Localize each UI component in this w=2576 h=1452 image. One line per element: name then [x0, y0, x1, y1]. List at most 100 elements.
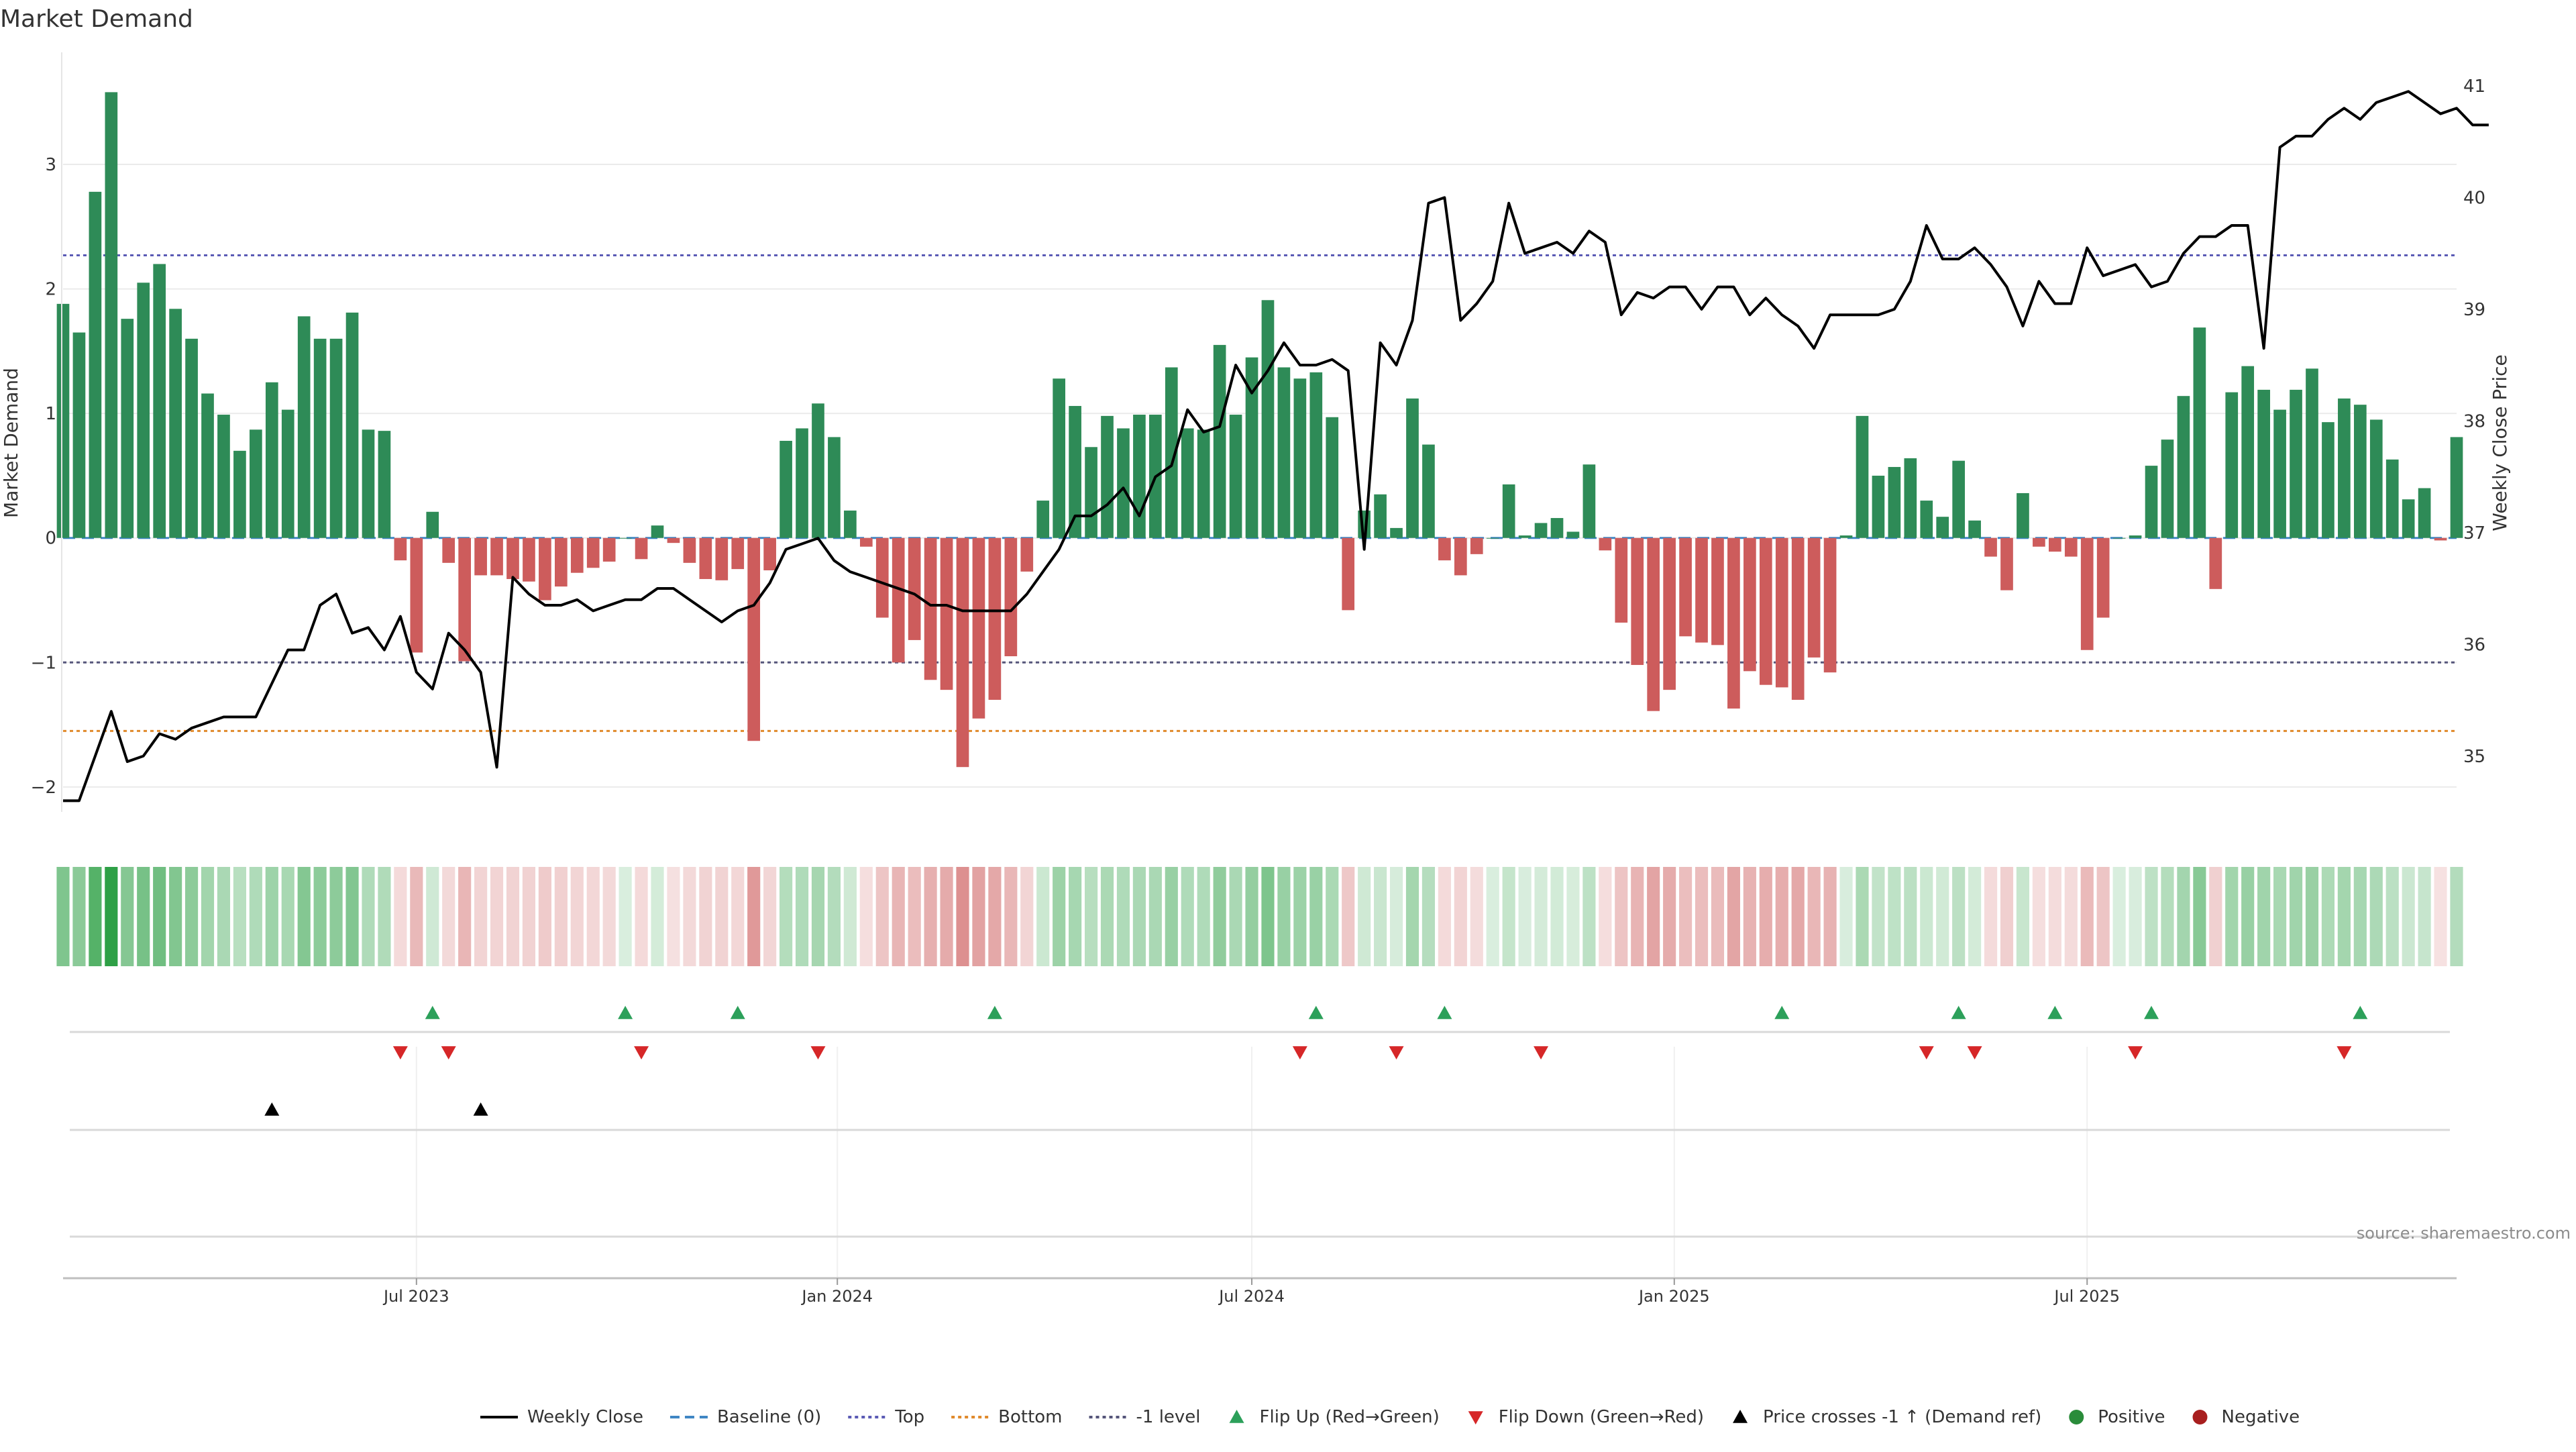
- demand-bar: [2161, 439, 2174, 538]
- heat-cell: [2273, 867, 2287, 966]
- demand-bar: [570, 537, 584, 573]
- heat-cell: [2048, 867, 2061, 966]
- demand-bar: [137, 282, 150, 538]
- heat-cell: [1631, 867, 1644, 966]
- heat-cell: [2000, 867, 2014, 966]
- heat-cell: [780, 867, 793, 966]
- demand-bar: [1631, 537, 1644, 666]
- heat-cell: [1615, 867, 1628, 966]
- flip-down-marker: [1919, 1046, 1934, 1059]
- heat-cell: [2145, 867, 2158, 966]
- heat-cell: [2096, 867, 2110, 966]
- flip-down-marker: [392, 1046, 408, 1059]
- demand-bar: [378, 431, 391, 538]
- demand-bar: [410, 537, 423, 653]
- demand-bar: [2402, 499, 2415, 538]
- demand-bar: [1599, 537, 1612, 551]
- y2-tick-label: 35: [2463, 747, 2485, 767]
- heat-cell: [699, 867, 712, 966]
- demand-bar: [1904, 458, 1917, 538]
- heat-cell: [1358, 867, 1371, 966]
- heat-cell: [570, 867, 584, 966]
- demand-bar: [1261, 300, 1275, 538]
- demand-bar: [1390, 527, 1403, 538]
- heat-cell: [217, 867, 231, 966]
- demand-bar: [426, 511, 439, 538]
- demand-bar: [281, 409, 294, 538]
- heat-cell: [1181, 867, 1194, 966]
- heat-cell: [827, 867, 841, 966]
- heat-cell: [137, 867, 150, 966]
- y-tick-label: 2: [45, 280, 56, 300]
- price-cross-marker: [473, 1102, 488, 1116]
- demand-bar: [458, 537, 471, 662]
- demand-bar: [442, 537, 455, 563]
- demand-bar: [1711, 537, 1724, 645]
- heat-cell: [2129, 867, 2142, 966]
- y-tick-label: 3: [45, 155, 56, 175]
- legend-item: Baseline (0): [669, 1407, 821, 1427]
- demand-bar: [1454, 537, 1467, 576]
- demand-bar: [1968, 520, 1981, 538]
- demand-bar: [313, 338, 327, 538]
- demand-bar: [1984, 537, 1997, 557]
- heat-cell: [538, 867, 551, 966]
- legend-label: Flip Down (Green→Red): [1499, 1407, 1704, 1427]
- heat-cell: [1599, 867, 1612, 966]
- heat-cell: [362, 867, 375, 966]
- heat-cell: [1759, 867, 1772, 966]
- demand-bar: [635, 537, 648, 560]
- legend-swatch: [1229, 1410, 1244, 1423]
- heat-cell: [265, 867, 278, 966]
- demand-bar: [2080, 537, 2094, 650]
- heat-cell: [2337, 867, 2351, 966]
- legend-item: Price crosses -1 ↑ (Demand ref): [1733, 1407, 2041, 1427]
- demand-bar: [1888, 466, 1901, 538]
- demand-bar: [201, 393, 214, 538]
- heat-cell: [1277, 867, 1291, 966]
- flip-down-marker: [1389, 1046, 1404, 1059]
- flip-down-marker: [1967, 1046, 1982, 1059]
- heat-cell: [1053, 867, 1066, 966]
- event-markers: [264, 1006, 2368, 1116]
- demand-bar: [169, 309, 182, 538]
- y-tick-label: 1: [45, 404, 56, 424]
- heat-cell: [1678, 867, 1693, 966]
- heat-cell: [233, 867, 246, 966]
- heat-cell: [1374, 867, 1387, 966]
- heat-cell: [875, 867, 889, 966]
- heat-cell: [2032, 867, 2045, 966]
- demand-bar: [2353, 405, 2367, 538]
- demand-bar: [2306, 368, 2318, 538]
- demand-bar: [1245, 357, 1258, 538]
- heat-cell: [1197, 867, 1210, 966]
- flip-down-marker: [2337, 1046, 2352, 1059]
- demand-bar: [1326, 417, 1339, 538]
- y-tick-label: −1: [31, 653, 56, 673]
- weekly-close-line: [63, 90, 2489, 802]
- y-tick-label: −2: [31, 778, 56, 798]
- demand-bar: [1133, 415, 1146, 538]
- heat-cell: [1020, 867, 1034, 966]
- demand-bar: [1679, 537, 1692, 637]
- heat-cell: [988, 867, 1002, 966]
- heat-cell: [2241, 867, 2255, 966]
- heat-cell: [1888, 867, 1901, 966]
- demand-bar: [394, 537, 407, 561]
- demand-bar: [715, 537, 729, 580]
- demand-bar: [1759, 537, 1772, 685]
- demand-bar: [2241, 366, 2255, 538]
- demand-bar: [233, 450, 246, 538]
- demand-bar: [2193, 327, 2206, 538]
- demand-bar: [2290, 389, 2302, 538]
- y2-tick-label: 38: [2463, 411, 2485, 431]
- demand-bar: [1952, 460, 1966, 538]
- heat-cell: [2321, 867, 2335, 966]
- heat-cell: [345, 867, 359, 966]
- legend-swatch: [2069, 1410, 2084, 1424]
- heat-cell: [56, 867, 70, 966]
- flip-up-marker: [2353, 1006, 2368, 1019]
- heat-cell: [2353, 867, 2367, 966]
- demand-bar: [2129, 535, 2142, 538]
- heat-cell: [1004, 867, 1018, 966]
